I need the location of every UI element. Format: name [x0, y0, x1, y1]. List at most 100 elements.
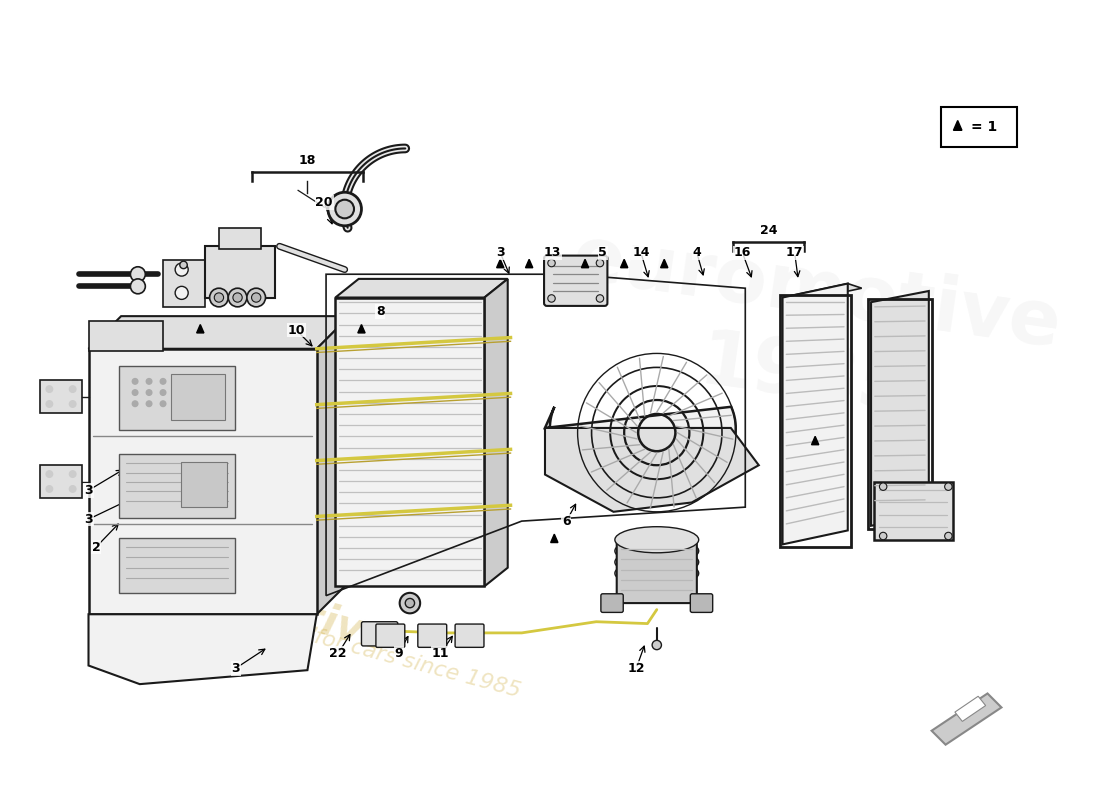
Ellipse shape: [615, 526, 698, 553]
Text: 8: 8: [376, 305, 384, 318]
Circle shape: [175, 286, 188, 299]
Circle shape: [548, 294, 556, 302]
Text: 5: 5: [598, 246, 607, 259]
Circle shape: [69, 386, 76, 392]
Polygon shape: [544, 428, 759, 512]
Polygon shape: [496, 259, 504, 268]
Circle shape: [548, 259, 556, 266]
Polygon shape: [197, 325, 204, 333]
Ellipse shape: [615, 538, 698, 564]
Circle shape: [69, 471, 76, 478]
Text: 16: 16: [734, 246, 751, 259]
Polygon shape: [219, 228, 261, 249]
Polygon shape: [484, 279, 508, 586]
Polygon shape: [551, 534, 558, 542]
Circle shape: [175, 263, 188, 276]
Circle shape: [146, 390, 152, 395]
Circle shape: [652, 640, 661, 650]
Text: 3: 3: [231, 662, 240, 675]
Text: 2: 2: [91, 541, 100, 554]
Polygon shape: [955, 696, 986, 722]
Polygon shape: [954, 121, 961, 130]
FancyBboxPatch shape: [601, 594, 624, 613]
Circle shape: [596, 294, 604, 302]
Polygon shape: [40, 380, 82, 414]
Circle shape: [69, 401, 76, 407]
Polygon shape: [205, 246, 275, 298]
Text: 3: 3: [85, 484, 92, 497]
Text: euromotive: euromotive: [125, 550, 396, 660]
Text: 13: 13: [543, 246, 561, 259]
FancyBboxPatch shape: [617, 537, 696, 603]
Text: 17: 17: [785, 246, 803, 259]
FancyBboxPatch shape: [544, 256, 607, 306]
Circle shape: [945, 483, 953, 490]
Ellipse shape: [615, 560, 698, 586]
FancyBboxPatch shape: [873, 482, 953, 540]
Text: 20: 20: [316, 196, 333, 209]
Circle shape: [161, 378, 166, 384]
Circle shape: [161, 401, 166, 406]
FancyBboxPatch shape: [119, 366, 234, 430]
Polygon shape: [812, 436, 818, 445]
FancyBboxPatch shape: [691, 594, 713, 613]
Polygon shape: [358, 325, 365, 333]
Text: = 1: = 1: [970, 120, 997, 134]
Polygon shape: [163, 260, 205, 307]
Polygon shape: [782, 283, 861, 302]
Polygon shape: [336, 279, 508, 298]
Text: 10: 10: [287, 324, 305, 337]
Text: 4: 4: [693, 246, 701, 259]
Circle shape: [132, 378, 138, 384]
Polygon shape: [620, 259, 628, 268]
FancyBboxPatch shape: [455, 624, 484, 647]
Text: 3: 3: [85, 513, 92, 526]
Circle shape: [132, 390, 138, 395]
Text: 9: 9: [395, 647, 403, 660]
Polygon shape: [782, 283, 848, 544]
Text: a passion for cars since 1985: a passion for cars since 1985: [204, 598, 524, 702]
Polygon shape: [544, 406, 736, 497]
Circle shape: [46, 401, 53, 407]
FancyBboxPatch shape: [119, 538, 234, 593]
Circle shape: [336, 200, 354, 218]
Circle shape: [399, 593, 420, 614]
Text: 18: 18: [299, 154, 316, 167]
FancyBboxPatch shape: [376, 624, 405, 647]
Circle shape: [46, 386, 53, 392]
Text: 11: 11: [432, 647, 450, 660]
Polygon shape: [526, 259, 532, 268]
Circle shape: [161, 390, 166, 395]
Polygon shape: [88, 349, 317, 614]
Circle shape: [131, 279, 145, 294]
Circle shape: [246, 288, 265, 307]
Polygon shape: [932, 694, 1001, 745]
Text: euromotive
1985: euromotive 1985: [556, 222, 1066, 448]
Circle shape: [69, 486, 76, 492]
Text: 24: 24: [760, 224, 778, 237]
Circle shape: [405, 598, 415, 608]
Polygon shape: [40, 465, 82, 498]
Circle shape: [146, 401, 152, 406]
Circle shape: [214, 293, 223, 302]
Circle shape: [252, 293, 261, 302]
Polygon shape: [317, 316, 350, 614]
Circle shape: [945, 532, 953, 540]
Text: 6: 6: [562, 514, 571, 528]
Polygon shape: [336, 298, 484, 586]
Circle shape: [328, 192, 362, 226]
Circle shape: [233, 293, 242, 302]
Circle shape: [46, 471, 53, 478]
Circle shape: [131, 266, 145, 282]
Circle shape: [596, 259, 604, 266]
Polygon shape: [88, 614, 317, 684]
FancyBboxPatch shape: [418, 624, 447, 647]
FancyBboxPatch shape: [172, 374, 224, 421]
Polygon shape: [661, 259, 668, 268]
Text: 3: 3: [496, 246, 505, 259]
Polygon shape: [582, 259, 588, 268]
Circle shape: [879, 532, 887, 540]
Circle shape: [228, 288, 246, 307]
Text: 12: 12: [627, 662, 645, 675]
Circle shape: [46, 486, 53, 492]
